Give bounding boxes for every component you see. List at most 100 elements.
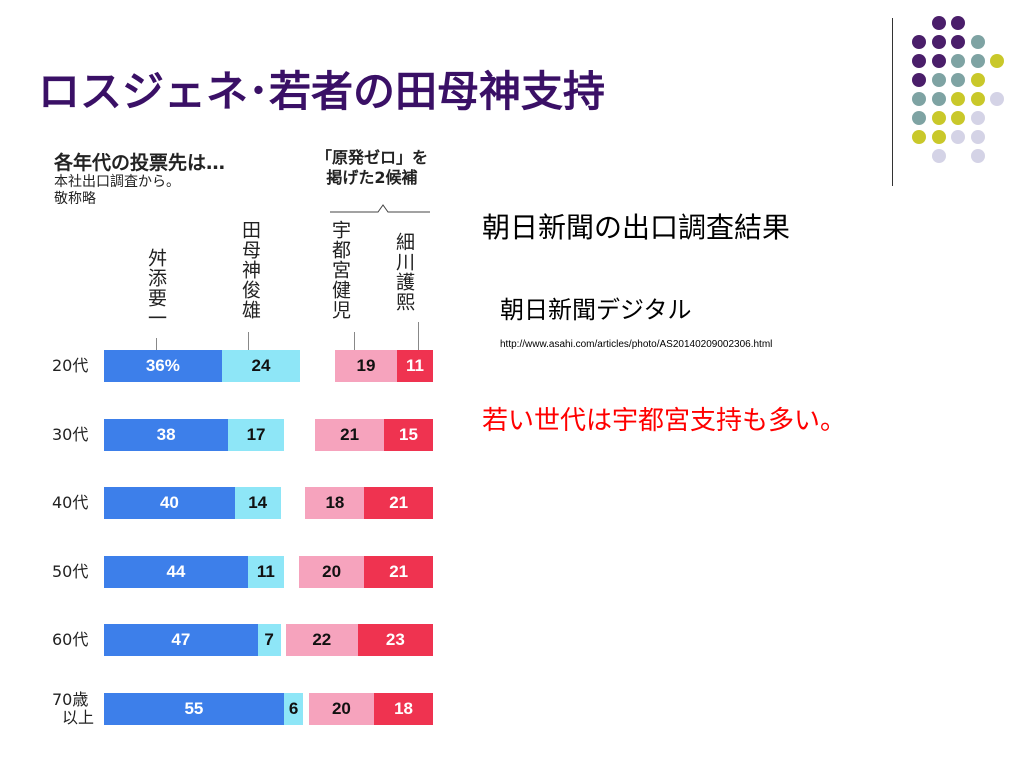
decorative-dot [912, 54, 926, 68]
bar-value-label: 44 [166, 561, 186, 581]
bar-value-label: 11 [256, 561, 275, 581]
bar-segment: 7 [257, 624, 281, 656]
bar-segment: 40 [104, 487, 235, 519]
age-label: 30代 [52, 424, 89, 444]
decorative-dot [931, 149, 946, 163]
source-heading: 朝日新聞の出口調査結果 [482, 211, 791, 244]
bar-value-label: 7 [264, 630, 274, 649]
bar-segment: 18 [374, 692, 433, 725]
age-label: 20代 [52, 356, 89, 375]
decorative-dot [912, 35, 926, 49]
exit-poll-chart: 各年代の投票先は… 本社出口調査から。 敬称略 「原発ゼロ」を 掲げた2候補 舛添要… [52, 140, 452, 750]
age-label: 70歳 以上 [52, 689, 95, 727]
decorative-dot [990, 54, 1004, 68]
candidate-tick [354, 332, 355, 350]
bar-value-label: 40 [159, 493, 179, 512]
bar-value-label: 21 [340, 424, 360, 444]
decorative-dot [931, 35, 946, 49]
bar-value-label: 38 [156, 424, 176, 444]
candidate-name: 舛添要一 [145, 248, 167, 328]
bar-value-label: 36% [145, 356, 180, 375]
bar-segment: 36% [104, 350, 222, 382]
bar-value-label: 14 [248, 493, 268, 512]
decorative-dot [990, 92, 1004, 106]
decorative-dot [951, 92, 965, 106]
bar-segment: 20 [308, 692, 375, 725]
decorative-dot [931, 54, 946, 68]
bar-value-label: 11 [406, 356, 424, 375]
candidate-tick [418, 322, 419, 350]
bar-segment: 47 [104, 624, 258, 656]
bar-segment: 14 [234, 487, 281, 519]
decorative-dot [931, 130, 946, 144]
bar-segment: 19 [334, 350, 398, 382]
decorative-dot [970, 92, 985, 106]
decorative-dot [951, 35, 965, 49]
bar-segment: 22 [285, 624, 358, 656]
decorative-dot [970, 35, 985, 49]
bar-segment: 18 [305, 487, 365, 519]
decorative-dot [931, 92, 946, 106]
source-name: 朝日新聞デジタル [500, 296, 692, 324]
decorative-dot [970, 111, 985, 125]
bar-value-label: 18 [394, 698, 414, 718]
age-label: 40代 [52, 493, 89, 512]
bar-segment: 55 [104, 692, 284, 725]
decorative-dot [951, 73, 965, 87]
bar-value-label: 55 [184, 698, 204, 718]
bar-value-label: 20 [322, 561, 342, 581]
candidate-tick [248, 332, 249, 350]
comment-text: 若い世代は宇都宮支持も多い。 [482, 406, 847, 436]
bracket-label: 「原発ゼロ」を 掲げた2候補 [315, 148, 428, 187]
bar-value-label: 23 [385, 630, 405, 649]
candidate-name: 田母神俊雄 [239, 220, 261, 320]
bar-segment: 6 [283, 692, 304, 725]
candidate-tick [156, 338, 157, 350]
source-url[interactable]: http://www.asahi.com/articles/photo/AS20… [500, 339, 773, 350]
bar-value-label: 47 [171, 630, 191, 649]
decorative-dot [970, 73, 985, 87]
decorative-dot [970, 54, 985, 68]
decorative-dot [931, 111, 946, 125]
decorative-dot [912, 92, 926, 106]
bar-segment: 20 [298, 555, 365, 588]
decorative-dot [951, 130, 965, 144]
decorative-dot [912, 130, 926, 144]
bar-segment: 15 [383, 418, 433, 451]
chart-subtitle: 本社出口調査から。 敬称略 [54, 174, 180, 207]
decorative-dot [970, 130, 985, 144]
bar-value-label: 18 [325, 493, 345, 512]
decorative-dot [951, 111, 965, 125]
bar-value-label: 19 [356, 356, 376, 375]
candidate-name: 細川護熙 [393, 232, 415, 312]
bar-segment: 11 [247, 555, 284, 588]
decorative-dot [951, 16, 965, 30]
bar-segment: 44 [104, 555, 248, 588]
bar-segment: 38 [104, 418, 229, 451]
candidate-name: 宇都宮健児 [329, 220, 351, 320]
bar-value-label: 6 [288, 698, 299, 718]
bar-value-label: 21 [389, 493, 409, 512]
bar-segment: 24 [221, 350, 301, 382]
bar-value-label: 21 [389, 561, 409, 581]
decorative-dot [931, 73, 946, 87]
bar-segment: 11 [397, 350, 433, 382]
bar-value-label: 15 [399, 424, 418, 444]
slide-title: ロスジェネ･若者の田母神支持 [38, 67, 606, 116]
decorative-dot [912, 73, 926, 87]
chart-title: 各年代の投票先は… [54, 152, 226, 174]
bar-value-label: 24 [251, 356, 271, 375]
decorative-dot [912, 111, 926, 125]
bar-value-label: 22 [312, 630, 332, 649]
bracket-line [330, 204, 430, 213]
bar-segment: 17 [228, 418, 284, 451]
decorative-dot [931, 16, 946, 30]
bar-value-label: 17 [246, 424, 266, 444]
bar-segment: 21 [364, 487, 433, 519]
divider-line [892, 18, 893, 186]
decorative-dot [970, 149, 985, 163]
age-label: 60代 [52, 630, 89, 649]
bar-value-label: 20 [331, 698, 351, 718]
bar-segment: 23 [357, 624, 433, 656]
bar-segment: 21 [315, 418, 384, 451]
